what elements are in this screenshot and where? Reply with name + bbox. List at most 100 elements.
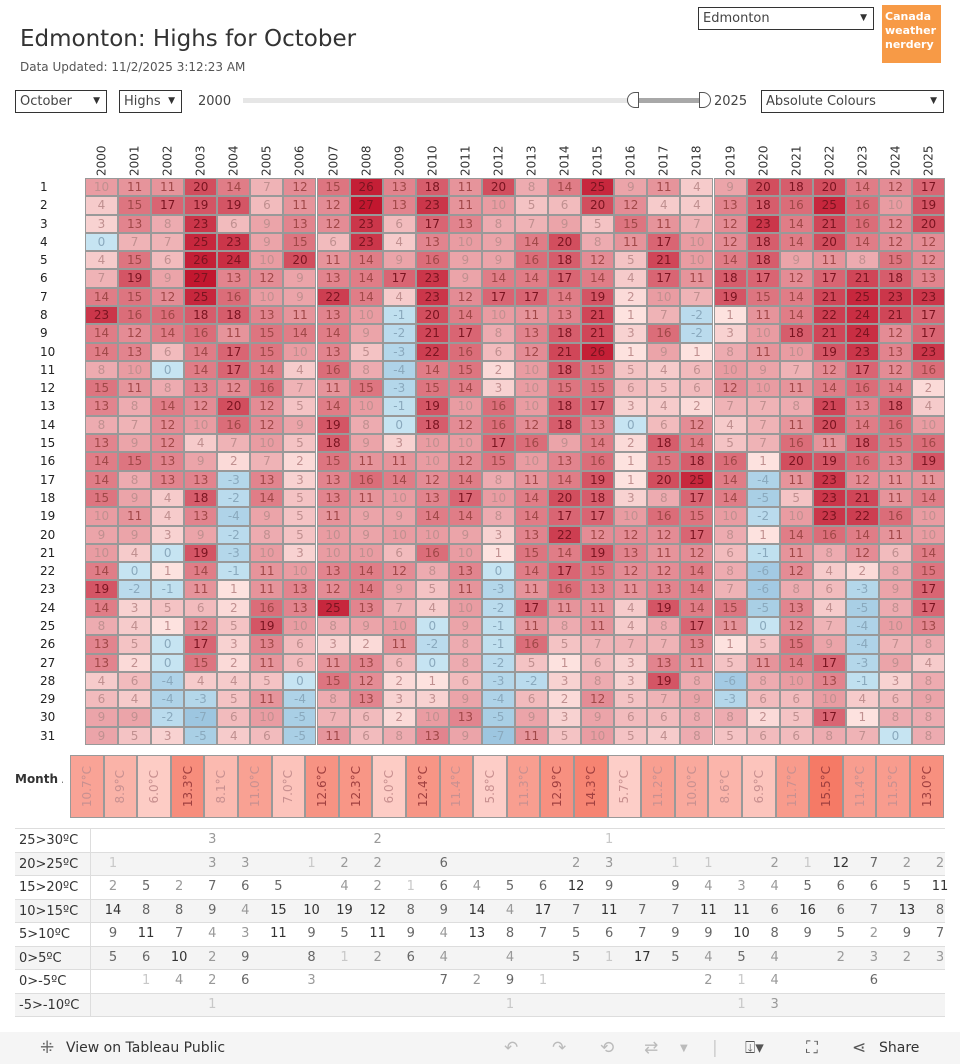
- heatmap-cell[interactable]: 23: [812, 488, 846, 508]
- heatmap-cell[interactable]: 13: [349, 690, 383, 709]
- heatmap-cell[interactable]: 14: [349, 251, 383, 270]
- heatmap-cell[interactable]: 13: [184, 379, 218, 398]
- heatmap-cell[interactable]: 20: [581, 196, 615, 215]
- heatmap-cell[interactable]: 5: [614, 726, 648, 745]
- heatmap-cell[interactable]: 13: [250, 306, 284, 325]
- heatmap-cell[interactable]: 12: [779, 269, 813, 288]
- heatmap-cell[interactable]: 5: [250, 671, 284, 691]
- heatmap-cell[interactable]: 15: [349, 379, 383, 398]
- heatmap-cell[interactable]: 2: [382, 708, 416, 727]
- heatmap-cell[interactable]: 18: [746, 232, 780, 252]
- heatmap-cell[interactable]: 18: [217, 306, 251, 325]
- heatmap-cell[interactable]: 14: [912, 543, 945, 563]
- heatmap-cell[interactable]: 8: [316, 690, 350, 709]
- heatmap-cell[interactable]: 8: [481, 507, 515, 526]
- slider-end-handle[interactable]: [699, 92, 711, 108]
- heatmap-cell[interactable]: 24: [845, 306, 879, 325]
- heatmap-cell[interactable]: 8: [713, 342, 747, 361]
- heatmap-cell[interactable]: 4: [85, 671, 118, 691]
- heatmap-cell[interactable]: 17: [912, 178, 945, 197]
- heatmap-cell[interactable]: 19: [647, 671, 681, 691]
- heatmap-cell[interactable]: 15: [614, 214, 648, 233]
- heatmap-cell[interactable]: 0: [283, 671, 317, 691]
- heatmap-cell[interactable]: 3: [316, 635, 350, 654]
- heatmap-cell[interactable]: 8: [680, 726, 714, 745]
- heatmap-cell[interactable]: 14: [85, 470, 118, 489]
- heatmap-cell[interactable]: 10: [878, 196, 912, 215]
- heatmap-cell[interactable]: 14: [481, 269, 515, 288]
- heatmap-cell[interactable]: 14: [680, 598, 714, 617]
- heatmap-cell[interactable]: 2: [349, 635, 383, 654]
- heatmap-cell[interactable]: 15: [647, 452, 681, 471]
- heatmap-cell[interactable]: 8: [779, 397, 813, 416]
- heatmap-cell[interactable]: 14: [415, 360, 449, 380]
- heatmap-cell[interactable]: 12: [184, 397, 218, 416]
- heatmap-cell[interactable]: 10: [515, 360, 549, 380]
- colour-mode-dropdown[interactable]: Absolute Colours ▼: [761, 90, 944, 113]
- heatmap-cell[interactable]: 8: [316, 616, 350, 636]
- heatmap-cell[interactable]: 16: [217, 415, 251, 435]
- heatmap-cell[interactable]: 14: [283, 324, 317, 343]
- heatmap-cell[interactable]: 23: [746, 214, 780, 233]
- heatmap-cell[interactable]: 8: [151, 214, 185, 233]
- heatmap-cell[interactable]: 12: [217, 379, 251, 398]
- heatmap-cell[interactable]: -4: [217, 507, 251, 526]
- heatmap-cell[interactable]: 7: [746, 397, 780, 416]
- heatmap-cell[interactable]: 4: [647, 726, 681, 745]
- heatmap-cell[interactable]: 7: [581, 635, 615, 654]
- heatmap-cell[interactable]: 4: [912, 653, 945, 672]
- heatmap-cell[interactable]: 2: [382, 671, 416, 691]
- heatmap-cell[interactable]: 7: [647, 306, 681, 325]
- heatmap-cell[interactable]: 8: [415, 562, 449, 581]
- heatmap-cell[interactable]: 13: [184, 507, 218, 526]
- heatmap-cell[interactable]: 11: [912, 470, 945, 489]
- heatmap-cell[interactable]: 14: [548, 470, 582, 489]
- heatmap-cell[interactable]: 18: [184, 306, 218, 325]
- heatmap-cell[interactable]: 12: [382, 562, 416, 581]
- heatmap-cell[interactable]: 21: [845, 269, 879, 288]
- month-average-cell[interactable]: 5.8°C: [473, 755, 507, 818]
- heatmap-cell[interactable]: 14: [85, 324, 118, 343]
- heatmap-cell[interactable]: 0: [151, 653, 185, 672]
- month-average-cell[interactable]: 6.0°C: [372, 755, 406, 818]
- heatmap-cell[interactable]: 14: [250, 360, 284, 380]
- heatmap-cell[interactable]: 10: [85, 507, 118, 526]
- heatmap-cell[interactable]: 18: [581, 488, 615, 508]
- heatmap-cell[interactable]: -2: [415, 635, 449, 654]
- heatmap-cell[interactable]: 25: [184, 287, 218, 307]
- heatmap-cell[interactable]: -7: [184, 708, 218, 727]
- heatmap-cell[interactable]: 9: [250, 507, 284, 526]
- heatmap-cell[interactable]: 6: [548, 196, 582, 215]
- heatmap-cell[interactable]: 21: [812, 214, 846, 233]
- heatmap-cell[interactable]: 4: [812, 562, 846, 581]
- heatmap-cell[interactable]: 9: [448, 525, 482, 544]
- heatmap-cell[interactable]: 10: [250, 251, 284, 270]
- heatmap-cell[interactable]: 3: [118, 598, 152, 617]
- heatmap-cell[interactable]: 12: [845, 470, 879, 489]
- heatmap-cell[interactable]: 6: [614, 379, 648, 398]
- heatmap-cell[interactable]: 6: [151, 342, 185, 361]
- heatmap-cell[interactable]: 10: [118, 360, 152, 380]
- heatmap-cell[interactable]: 9: [382, 507, 416, 526]
- heatmap-cell[interactable]: 19: [912, 196, 945, 215]
- heatmap-cell[interactable]: 14: [548, 287, 582, 307]
- heatmap-cell[interactable]: 0: [151, 360, 185, 380]
- heatmap-cell[interactable]: 11: [647, 178, 681, 197]
- heatmap-cell[interactable]: 5: [746, 635, 780, 654]
- heatmap-cell[interactable]: 8: [250, 525, 284, 544]
- heatmap-cell[interactable]: 7: [118, 232, 152, 252]
- heatmap-cell[interactable]: 11: [812, 434, 846, 453]
- heatmap-cell[interactable]: 16: [184, 324, 218, 343]
- heatmap-cell[interactable]: 20: [548, 232, 582, 252]
- heatmap-cell[interactable]: 13: [548, 306, 582, 325]
- heatmap-cell[interactable]: -5: [283, 726, 317, 745]
- heatmap-cell[interactable]: 16: [845, 196, 879, 215]
- heatmap-cell[interactable]: 4: [217, 671, 251, 691]
- heatmap-cell[interactable]: 10: [415, 525, 449, 544]
- heatmap-cell[interactable]: 8: [878, 708, 912, 727]
- heatmap-cell[interactable]: 13: [349, 653, 383, 672]
- heatmap-cell[interactable]: 12: [878, 214, 912, 233]
- heatmap-cell[interactable]: 20: [217, 397, 251, 416]
- heatmap-cell[interactable]: 11: [647, 214, 681, 233]
- heatmap-cell[interactable]: 14: [85, 562, 118, 581]
